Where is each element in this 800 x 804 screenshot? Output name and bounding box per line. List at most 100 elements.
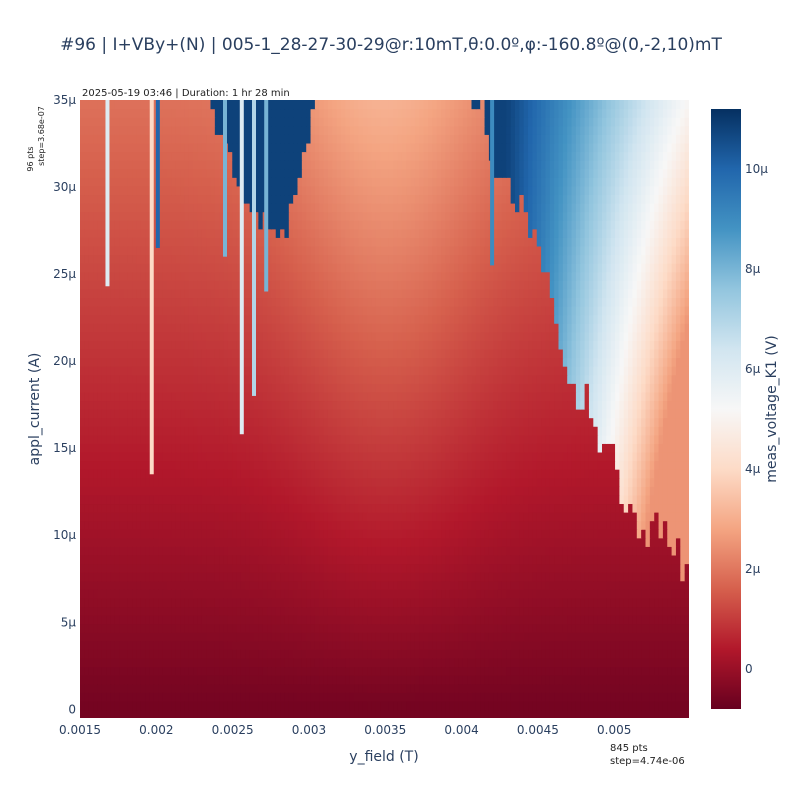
heatmap-cell (293, 649, 298, 658)
heatmap-cell (124, 701, 129, 710)
heatmap-cell (580, 418, 585, 427)
heatmap-cell (572, 529, 577, 538)
heatmap-cell (93, 581, 98, 590)
heatmap-cell (158, 538, 163, 547)
heatmap-cell (258, 409, 263, 418)
heatmap-cell (502, 598, 507, 607)
heatmap-cell (154, 615, 159, 624)
heatmap-cell (659, 461, 664, 470)
heatmap-cell (80, 701, 85, 710)
heatmap-cell (341, 606, 346, 615)
heatmap-cell (145, 701, 150, 710)
heatmap-cell (176, 709, 181, 718)
heatmap-cell (106, 658, 111, 667)
heatmap-cell (137, 564, 142, 573)
heatmap-cell (480, 658, 485, 667)
heatmap-cell (254, 624, 259, 633)
heatmap-cell (163, 658, 168, 667)
heatmap-cell (97, 503, 102, 512)
heatmap-cell (363, 469, 368, 478)
heatmap-cell (141, 632, 146, 641)
heatmap-cell (532, 461, 537, 470)
heatmap-cell (137, 589, 142, 598)
heatmap-cell (293, 409, 298, 418)
heatmap-cell (184, 624, 189, 633)
heatmap-cell (306, 692, 311, 701)
heatmap-cell (158, 624, 163, 633)
heatmap-cell (685, 418, 690, 427)
heatmap-cell (402, 692, 407, 701)
heatmap-cell (350, 538, 355, 547)
heatmap-cell (480, 461, 485, 470)
heatmap-cell (267, 615, 272, 624)
heatmap-cell (550, 701, 555, 710)
heatmap-cell (228, 589, 233, 598)
heatmap-cell (650, 641, 655, 650)
heatmap-cell (367, 709, 372, 718)
heatmap-cell (232, 572, 237, 581)
heatmap-cell (402, 443, 407, 452)
heatmap-cell (641, 624, 646, 633)
heatmap-cell (102, 409, 107, 418)
heatmap-cell (528, 649, 533, 658)
heatmap-cell (458, 615, 463, 624)
heatmap-cell (398, 675, 403, 684)
heatmap-cell (619, 418, 624, 427)
heatmap-cell (371, 615, 376, 624)
heatmap-cell (211, 495, 216, 504)
heatmap-cell (89, 486, 94, 495)
heatmap-cell (572, 503, 577, 512)
heatmap-cell (550, 675, 555, 684)
heatmap-cell (685, 529, 690, 538)
heatmap-cell (332, 701, 337, 710)
heatmap-cell (445, 409, 450, 418)
heatmap-cell (563, 435, 568, 444)
heatmap-cell (389, 546, 394, 555)
heatmap-cell (228, 598, 233, 607)
heatmap-cell (650, 649, 655, 658)
heatmap-cell (137, 572, 142, 581)
heatmap-cell (371, 512, 376, 521)
heatmap-cell (224, 564, 229, 573)
heatmap-cell (589, 641, 594, 650)
heatmap-cell (93, 615, 98, 624)
heatmap-cell (480, 641, 485, 650)
heatmap-cell (602, 486, 607, 495)
heatmap-cell (585, 435, 590, 444)
heatmap-cell (376, 418, 381, 427)
heatmap-cell (258, 692, 263, 701)
heatmap-cell (554, 538, 559, 547)
heatmap-cell (424, 529, 429, 538)
heatmap-cell (472, 546, 477, 555)
heatmap-cell (371, 555, 376, 564)
heatmap-cell (637, 512, 642, 521)
heatmap-cell (632, 452, 637, 461)
heatmap-cell (302, 598, 307, 607)
heatmap-cell (354, 606, 359, 615)
heatmap-cell (563, 443, 568, 452)
heatmap-cell (619, 581, 624, 590)
heatmap-cell (193, 409, 198, 418)
heatmap-cell (472, 589, 477, 598)
heatmap-cell (654, 418, 659, 427)
heatmap-cell (141, 589, 146, 598)
heatmap-cell (680, 435, 685, 444)
heatmap-cell (376, 546, 381, 555)
heatmap-cell (524, 495, 529, 504)
heatmap-cell (128, 409, 133, 418)
heatmap-cell (267, 521, 272, 530)
heatmap-cell (267, 692, 272, 701)
heatmap-cell (632, 581, 637, 590)
heatmap-cell (115, 512, 120, 521)
heatmap-cell (498, 521, 503, 530)
heatmap-cell (654, 615, 659, 624)
heatmap-cell (124, 495, 129, 504)
heatmap-cell (637, 486, 642, 495)
heatmap-cell (415, 572, 420, 581)
heatmap-cell (598, 598, 603, 607)
heatmap-cell (298, 529, 303, 538)
heatmap-cell (171, 452, 176, 461)
heatmap-cell (254, 538, 259, 547)
heatmap-cell (341, 529, 346, 538)
heatmap-cell (363, 461, 368, 470)
